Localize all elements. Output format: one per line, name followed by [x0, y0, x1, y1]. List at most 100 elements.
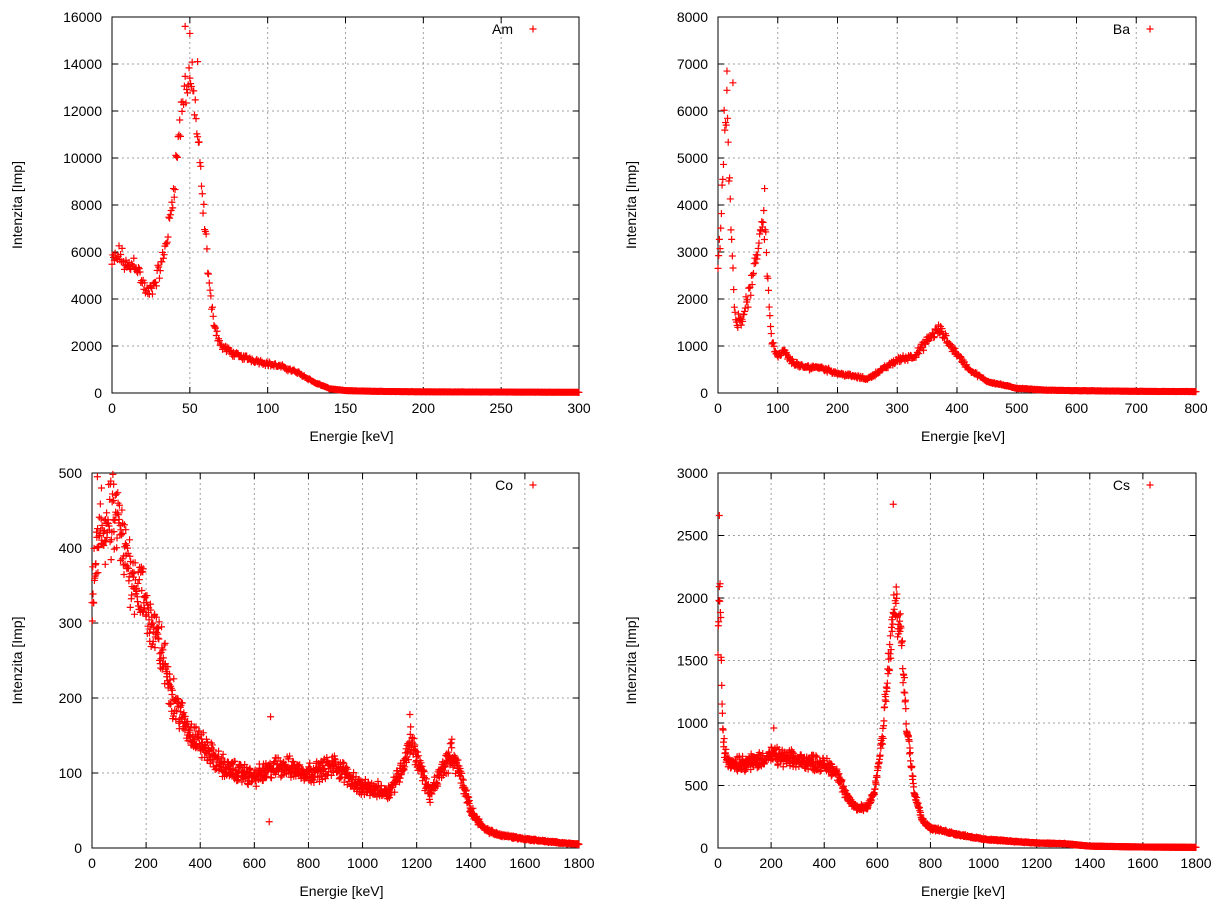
data-point	[823, 754, 831, 762]
x-tick-label: 800	[1184, 400, 1208, 416]
data-point	[883, 679, 891, 687]
data-point	[115, 501, 123, 509]
data-point	[460, 776, 468, 784]
data-point	[743, 296, 751, 304]
data-point	[445, 748, 453, 756]
data-point	[407, 723, 415, 731]
data-point	[198, 190, 206, 198]
data-point	[199, 729, 207, 737]
data-point	[458, 775, 466, 783]
y-tick-label: 5000	[677, 150, 708, 166]
x-tick-label: 200	[826, 400, 850, 416]
data-point	[339, 758, 347, 766]
x-axis-label: Energie [keV]	[921, 883, 1005, 899]
data-point	[185, 64, 193, 72]
data-point	[889, 500, 897, 508]
data-point	[154, 624, 162, 632]
data-point	[950, 346, 958, 354]
data-point	[764, 274, 772, 282]
data-point	[136, 268, 144, 276]
data-point	[205, 279, 213, 287]
data-point	[192, 723, 200, 731]
data-point	[930, 333, 938, 341]
data-point	[718, 181, 726, 189]
data-point	[739, 317, 747, 325]
data-point	[184, 718, 192, 726]
data-point	[813, 753, 821, 761]
data-point	[148, 284, 156, 292]
data-point	[186, 74, 194, 82]
data-point	[98, 536, 106, 544]
data-point	[134, 263, 142, 271]
x-tick-label: 100	[256, 400, 280, 416]
data-point	[204, 269, 212, 277]
data-point	[159, 646, 167, 654]
data-point	[465, 797, 473, 805]
data-point	[716, 597, 724, 605]
data-point	[160, 251, 168, 259]
data-point	[171, 186, 179, 194]
y-tick-label: 500	[685, 778, 709, 794]
data-point	[166, 211, 174, 219]
data-point	[720, 735, 728, 743]
data-point	[717, 210, 725, 218]
data-point	[441, 763, 449, 771]
data-point	[725, 177, 733, 185]
data-point	[135, 265, 143, 273]
data-point	[187, 82, 195, 90]
data-point	[137, 603, 145, 611]
data-point	[200, 200, 208, 208]
data-point	[207, 292, 215, 300]
data-point	[765, 303, 773, 311]
y-tick-label: 2000	[71, 338, 102, 354]
data-point	[887, 646, 895, 654]
data-point	[155, 263, 163, 271]
data-point	[158, 258, 166, 266]
data-point	[754, 251, 762, 259]
data-point	[147, 283, 155, 291]
data-point	[107, 536, 115, 544]
data-point	[744, 303, 752, 311]
plot-frame	[91, 472, 580, 849]
data-point	[89, 590, 97, 598]
chart-panel-cs: 0 200 400 600 800 1000 1200 1400 1600 1800 0 500 100…	[623, 465, 1212, 899]
y-tick-label: 16000	[63, 9, 102, 25]
x-tick-label: 600	[866, 855, 890, 871]
data-point	[575, 840, 583, 848]
data-point	[155, 274, 163, 282]
data-point	[205, 270, 213, 278]
data-point	[910, 783, 918, 791]
data-point	[130, 254, 138, 262]
data-point	[777, 351, 785, 359]
data-point	[886, 640, 894, 648]
data-point	[118, 244, 126, 252]
data-point	[716, 580, 724, 588]
x-tick-label: 50	[182, 400, 198, 416]
x-tick-label: 1800	[1180, 855, 1211, 871]
x-tick-label: 1800	[563, 855, 594, 871]
data-point	[411, 741, 419, 749]
data-point	[113, 544, 121, 552]
data-point	[306, 759, 314, 767]
data-series	[88, 470, 583, 849]
data-point	[413, 753, 421, 761]
data-point	[434, 780, 442, 788]
data-point	[885, 667, 893, 675]
x-tick-label: 1200	[401, 855, 432, 871]
data-point	[130, 569, 138, 577]
data-point	[414, 748, 422, 756]
chart-panel-co: 0 200 400 600 800 1000 1200 1400 1600 1800 0 100 200…	[9, 465, 595, 899]
data-point	[736, 754, 744, 762]
data-point	[176, 116, 184, 124]
data-point	[114, 489, 122, 497]
y-tick-label: 0	[74, 840, 82, 856]
data-point	[128, 591, 136, 599]
data-point	[908, 763, 916, 771]
data-point	[728, 252, 736, 260]
data-point	[182, 99, 190, 107]
data-point	[374, 777, 382, 785]
x-axis-label: Energie [keV]	[921, 428, 1005, 444]
data-point	[108, 260, 116, 268]
data-point	[894, 633, 902, 641]
x-tick-label: 500	[1005, 400, 1029, 416]
